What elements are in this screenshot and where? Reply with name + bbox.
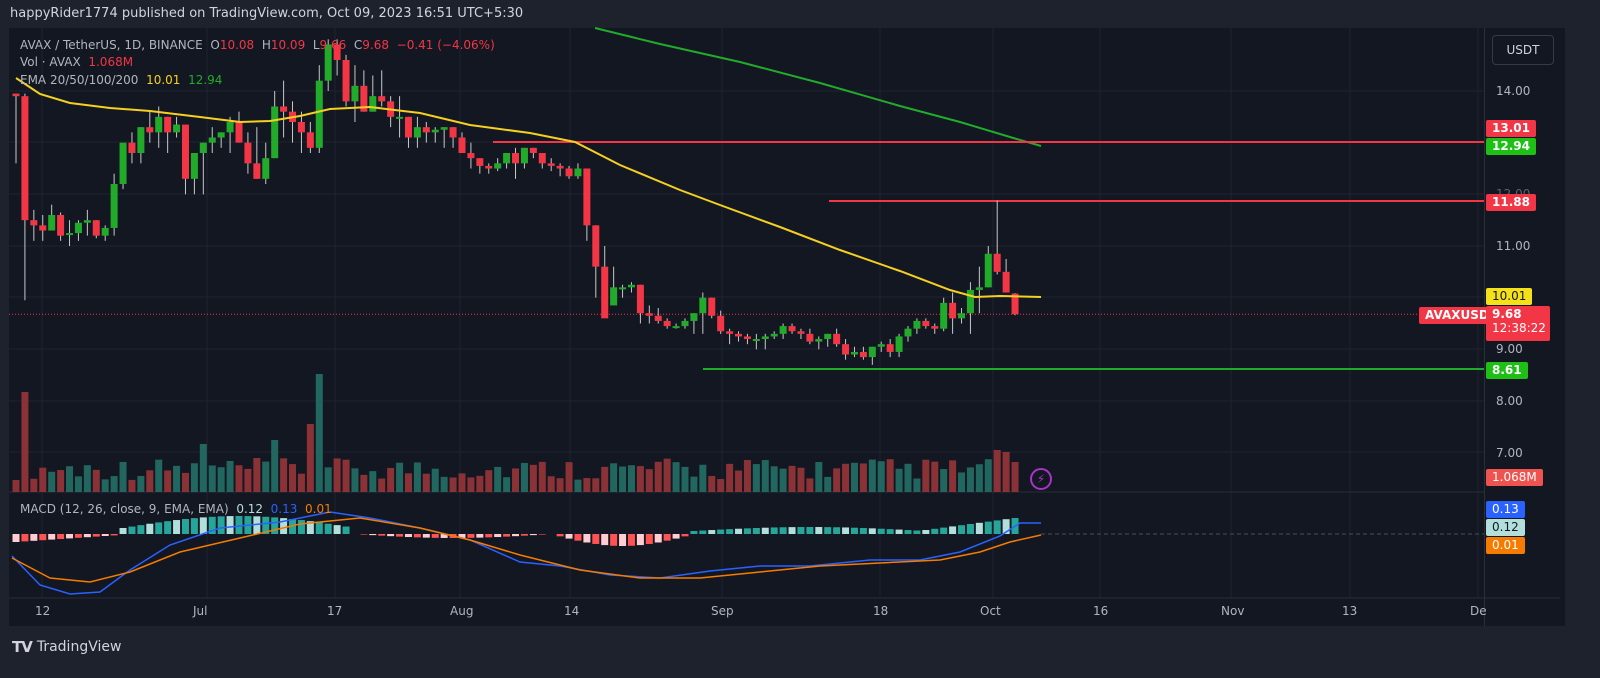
price-tick: 8.00 xyxy=(1496,394,1523,408)
volume-label: Vol · AVAX xyxy=(20,55,81,69)
macd-line-value: 0.13 xyxy=(270,502,298,516)
lightning-event-icon[interactable]: ⚡ xyxy=(1030,468,1052,490)
ema-legend[interactable]: EMA 20/50/100/200 10.01 12.94 xyxy=(20,73,222,87)
open-value: 10.08 xyxy=(219,38,255,52)
ema50-price-tag: 10.01 xyxy=(1486,288,1533,305)
support-price-tag: 8.61 xyxy=(1486,362,1528,379)
macd-legend[interactable]: MACD (12, 26, close, 9, EMA, EMA) 0.12 0… xyxy=(20,502,332,516)
time-tick: Jul xyxy=(193,604,208,618)
ema200-price-tag: 12.94 xyxy=(1486,138,1536,155)
price-tick: 14.00 xyxy=(1496,84,1531,98)
currency-button[interactable]: USDT xyxy=(1492,35,1554,65)
resistance-price-tag: 11.88 xyxy=(1486,194,1536,211)
low-value: 9.66 xyxy=(319,38,347,52)
macd-price-tag: 0.13 xyxy=(1486,501,1525,518)
tradingview-logo-icon: TV xyxy=(12,638,33,656)
last-price-tag: 9.68 12:38:22 xyxy=(1486,306,1550,341)
footer-brand: TradingView xyxy=(36,639,122,655)
resistance-price-tag: 13.01 xyxy=(1486,120,1536,137)
close-value: 9.68 xyxy=(362,38,389,52)
time-tick: 17 xyxy=(327,604,343,618)
footer: TV TradingView xyxy=(12,638,121,656)
symbol-name-tag: AVAXUSDT xyxy=(1419,307,1504,324)
signal-price-tag: 0.01 xyxy=(1486,537,1525,554)
time-tick: Oct xyxy=(980,604,1001,618)
published-caption: happyRider1774 published on TradingView.… xyxy=(10,6,524,21)
high-value: 10.09 xyxy=(270,38,306,52)
ema200-value: 12.94 xyxy=(188,73,223,87)
bar-countdown: 12:38:22 xyxy=(1492,321,1546,335)
histogram-price-tag: 0.12 xyxy=(1486,519,1525,536)
high-label: H xyxy=(261,38,271,52)
change-value: −0.41 (−4.06%) xyxy=(396,38,495,52)
macd-hist-value: 0.12 xyxy=(236,502,264,516)
volume-value: 1.068M xyxy=(88,55,134,69)
symbol-title[interactable]: AVAX / TetherUS, 1D, BINANCE xyxy=(20,38,203,52)
time-tick: De xyxy=(1470,604,1487,618)
time-tick: 13 xyxy=(1342,604,1358,618)
price-tick: 9.00 xyxy=(1496,342,1523,356)
price-tick: 11.00 xyxy=(1496,239,1531,253)
time-tick: Aug xyxy=(450,604,474,618)
low-label: L xyxy=(312,38,320,52)
time-tick: Nov xyxy=(1221,604,1245,618)
macd-signal-value: 0.01 xyxy=(305,502,332,516)
ema-label: EMA 20/50/100/200 xyxy=(20,73,139,87)
time-tick: 16 xyxy=(1093,604,1109,618)
time-tick: 18 xyxy=(873,604,889,618)
ema50-value: 10.01 xyxy=(146,73,181,87)
volume-legend[interactable]: Vol · AVAX 1.068M xyxy=(20,55,133,69)
volume-price-tag: 1.068M xyxy=(1486,469,1543,486)
close-label: C xyxy=(353,38,363,52)
time-tick: 12 xyxy=(35,604,51,618)
price-tick: 7.00 xyxy=(1496,446,1523,460)
macd-label: MACD (12, 26, close, 9, EMA, EMA) xyxy=(20,502,229,516)
symbol-legend: AVAX / TetherUS, 1D, BINANCE O10.08 H10.… xyxy=(20,38,495,52)
last-price: 9.68 xyxy=(1492,307,1522,321)
time-tick: 14 xyxy=(564,604,580,618)
time-tick: Sep xyxy=(711,604,734,618)
open-label: O xyxy=(210,38,220,52)
